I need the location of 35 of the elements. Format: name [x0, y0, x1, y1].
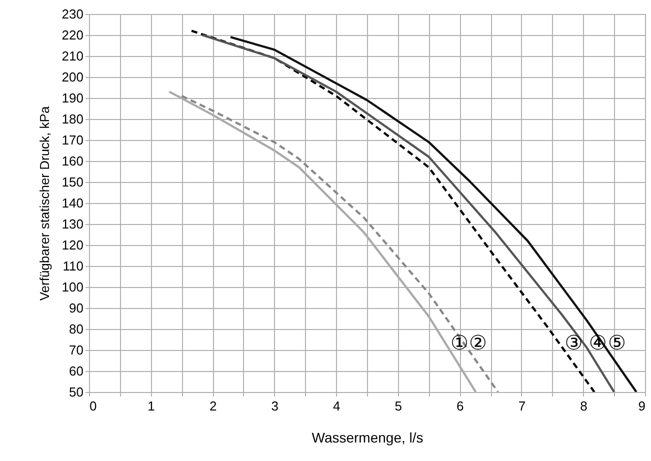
y-tick-label: 200 [62, 70, 84, 84]
y-tick-label: 210 [62, 48, 84, 64]
x-axis-title: Wassermenge, l/s [312, 430, 424, 446]
annotation: ① [450, 330, 468, 355]
x-tick-label: 1 [148, 398, 155, 414]
x-tick-label: 8 [580, 398, 588, 414]
y-tick-label: 100 [62, 280, 84, 294]
y-tick-label: 50 [69, 384, 84, 400]
y-tick-label: 220 [62, 28, 84, 42]
y-tick-label: 230 [62, 6, 84, 22]
annotation: ③ [564, 330, 583, 355]
y-tick-label: 110 [62, 258, 84, 274]
x-tick-label: 7 [518, 398, 526, 414]
y-tick-label: 160 [62, 154, 84, 168]
x-tick-label: 3 [271, 398, 278, 414]
y-tick-label: 180 [62, 112, 84, 126]
y-axis-title: Verfügbarer statischer Druck, kPa [36, 106, 52, 301]
y-tick-label: 120 [62, 238, 84, 252]
annotation: ⑤ [608, 330, 626, 355]
x-tick-label: 0 [90, 398, 97, 414]
annotation: ② [468, 330, 487, 355]
x-tick-label: 4 [332, 398, 340, 414]
y-tick-label: 190 [62, 90, 84, 106]
y-tick-label: 90 [69, 300, 84, 316]
y-tick-label: 130 [62, 216, 84, 232]
x-tick-label: 2 [209, 398, 217, 414]
y-tick-label: 80 [69, 322, 84, 336]
y-tick-label: 150 [62, 174, 84, 190]
x-tick-label: 9 [638, 398, 646, 414]
x-tick-label: 5 [394, 398, 402, 414]
x-tick-label: 6 [456, 398, 464, 414]
y-tick-label: 70 [69, 342, 84, 358]
y-tick-label: 170 [62, 132, 84, 148]
y-tick-label: 140 [62, 196, 84, 210]
y-tick-label: 60 [69, 364, 84, 378]
